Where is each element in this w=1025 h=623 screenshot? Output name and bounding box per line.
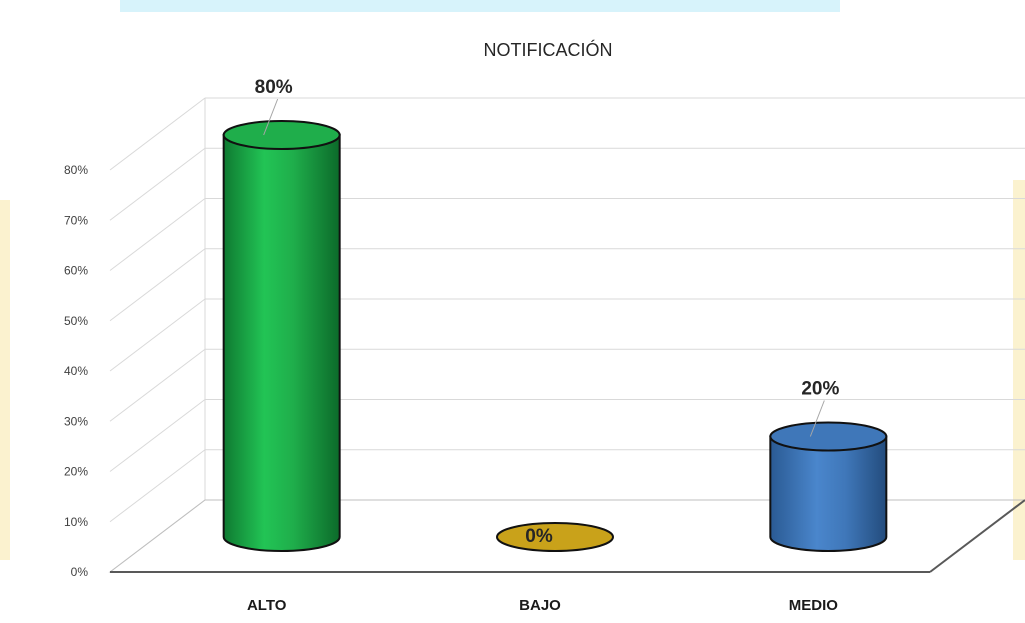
- bars: [222, 120, 888, 552]
- data-label-leader: [263, 98, 279, 136]
- gridline-depth: [109, 147, 206, 221]
- left-decoration-band: [0, 200, 10, 560]
- chart-title: NOTIFICACIÓN: [484, 39, 613, 60]
- y-tick-label: 30%: [64, 414, 88, 428]
- gridline-depth: [109, 399, 206, 472]
- data-label-leader: [809, 400, 825, 437]
- cylinder-body: [222, 134, 341, 552]
- axes: [108, 499, 1025, 573]
- gridline-depth: [109, 298, 206, 372]
- data-label: 80%: [255, 77, 293, 98]
- y-tick-label: 10%: [64, 515, 88, 529]
- cylinder-body: [769, 435, 888, 552]
- cylinder-bar: [222, 120, 341, 552]
- category-label: BAJO: [519, 597, 561, 614]
- x-axis-category-labels: ALTO BAJO MEDIO: [247, 597, 838, 614]
- y-tick-label: 70%: [64, 213, 88, 227]
- top-decoration-band: [120, 0, 840, 12]
- cylinder-top: [496, 522, 614, 552]
- gridline-depth: [109, 198, 206, 271]
- data-label: 20%: [801, 379, 839, 400]
- right-decoration-band: [1013, 180, 1025, 560]
- gridline-depth: [109, 348, 206, 422]
- data-label: 0%: [525, 526, 553, 547]
- gridline-depth: [109, 248, 206, 322]
- data-labels: 80% 0% 20%: [255, 77, 840, 547]
- cylinder-top: [222, 120, 341, 150]
- cylinder-bar: [496, 522, 614, 552]
- y-tick-label: 0%: [71, 565, 89, 579]
- gridline-depth: [109, 449, 206, 523]
- gridline-depth: [109, 97, 206, 171]
- cylinder-bar: [769, 421, 888, 552]
- y-axis-tick-labels: 0% 10% 20% 30% 40% 50% 60% 70% 80%: [64, 163, 88, 579]
- y-tick-label: 40%: [64, 364, 88, 378]
- y-tick-label: 60%: [64, 264, 88, 278]
- cylinder-top: [769, 421, 888, 452]
- y-tick-label: 20%: [64, 465, 88, 479]
- y-tick-label: 80%: [64, 163, 88, 177]
- category-label: MEDIO: [789, 597, 839, 614]
- y-tick-label: 50%: [64, 314, 88, 328]
- category-label: ALTO: [247, 597, 287, 614]
- x-axis-depth-line: [929, 499, 1025, 573]
